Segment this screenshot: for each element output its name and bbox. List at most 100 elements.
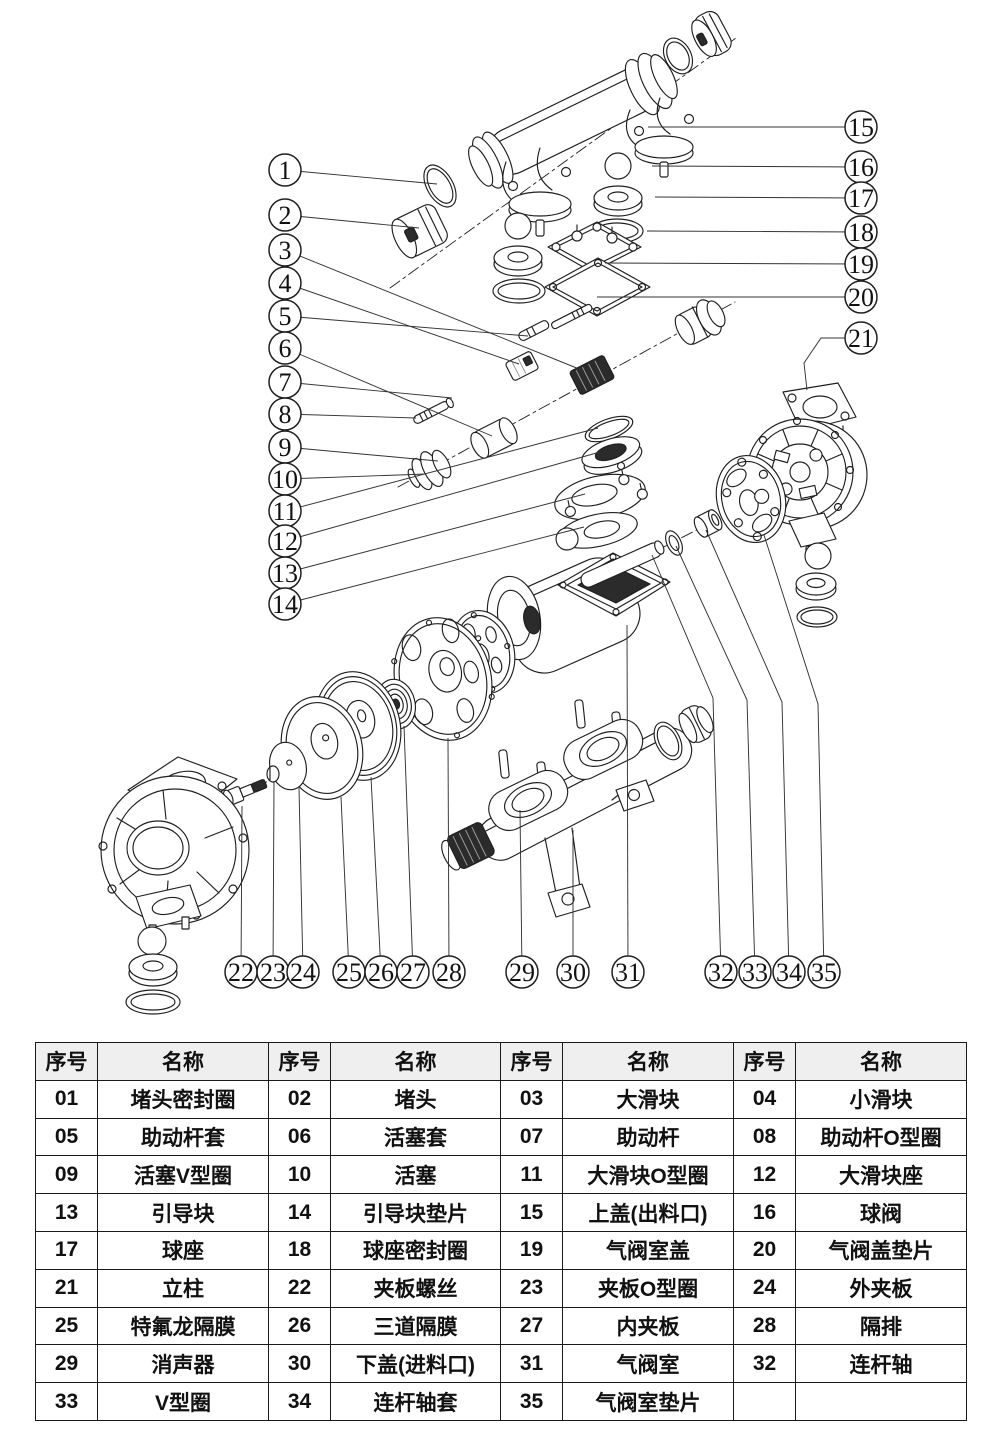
callout-32: 32 [651,554,738,989]
leader-line-35 [763,534,825,973]
callout-number: 17 [848,184,874,213]
part-number-cell: 12 [733,1155,796,1195]
part-name-cell: 引导块 [97,1193,269,1232]
ball-valve-set-bottom-left [125,926,181,1015]
callout-number: 5 [279,302,292,331]
leader-line-33 [675,545,756,973]
column-header: 序号 [733,1042,796,1081]
callout-3: 3 [268,233,585,372]
column-header: 序号 [35,1042,98,1081]
part-name-cell: 三道隔膜 [330,1306,501,1346]
part-name-cell: 大滑块O型圈 [562,1155,734,1195]
callout-15: 15 [648,110,878,144]
callout-circle-32 [704,955,738,989]
callout-circle-30 [556,955,590,989]
callout-29: 29 [505,809,539,989]
air-valve-cover-drawing [547,221,642,273]
part-name-cell: 大滑块 [562,1079,734,1119]
part-number-cell: 21 [35,1268,98,1308]
callout-11: 11 [268,427,599,528]
callout-16: 16 [651,150,878,184]
part-name-cell: 球座密封圈 [330,1230,501,1270]
callout-8: 8 [268,397,417,431]
clamp-nut-drawing [266,765,280,783]
part-number-cell: 11 [500,1155,563,1195]
table-row: 29 消声器 30 下盖(进料口) 31 气阀室 32 连杆轴 [35,1344,967,1384]
table-row: 17 球座 18 球座密封圈 19 气阀室盖 20 气阀盖垫片 [35,1230,967,1270]
callout-21: 21 [803,321,878,391]
leader-line-31 [626,624,629,973]
leader-line-34 [705,529,790,973]
callout-23: 23 [256,780,290,989]
leader-line-17 [654,196,862,199]
callout-number: 19 [848,250,874,279]
callout-circle-31 [611,955,645,989]
part-name-cell: 堵头密封圈 [97,1079,269,1119]
column-header: 序号 [268,1042,331,1081]
ball-valve-set-right [795,542,838,628]
part-name-cell: 活塞 [330,1155,501,1195]
callout-number: 8 [279,400,292,429]
table-row: 09 活塞V型圈 10 活塞 11 大滑块O型圈 12 大滑块座 [35,1155,967,1195]
part-number-cell: 23 [500,1268,563,1308]
table-row: 25 特氟龙隔膜 26 三道隔膜 27 内夹板 28 隔排 [35,1306,967,1346]
callout-number: 9 [279,433,292,462]
part-number-cell: 20 [733,1230,796,1270]
callout-33: 33 [675,545,772,989]
part-number-cell: 19 [500,1230,563,1270]
part-name-cell: 气阀室盖 [562,1230,734,1270]
callout-number: 14 [272,590,298,619]
part-number-cell: 25 [35,1306,98,1346]
callout-number: 22 [228,958,254,987]
callout-24: 24 [286,787,320,989]
callout-number: 32 [708,958,734,987]
callout-number: 24 [290,958,316,987]
part-number-cell: 34 [268,1382,331,1421]
leader-line-32 [651,554,722,973]
callout-4: 4 [268,266,520,365]
callout-13: 13 [268,493,586,590]
callout-35: 35 [763,534,841,989]
callout-circle-1 [268,153,302,187]
table-row: 21 立柱 22 夹板螺丝 23 夹板O型圈 24 外夹板 [35,1268,967,1308]
part-number-cell: 22 [268,1268,331,1308]
part-number-cell: 02 [268,1079,331,1119]
leader-line-2 [284,214,420,229]
leader-line-27 [403,725,414,973]
callout-19: 19 [604,247,878,281]
column-header: 序号 [500,1042,563,1081]
leader-line-24 [298,787,304,973]
callout-circle-3 [268,233,302,267]
callout-1: 1 [268,153,438,187]
leader-line-21 [803,337,861,391]
callout-number: 2 [279,201,292,230]
air-chamber-drawing [693,382,868,628]
part-name-cell: 下盖(进料口) [330,1344,501,1384]
callout-circle-21 [844,321,878,355]
column-header: 名称 [562,1042,734,1081]
leader-line-11 [284,427,599,512]
leader-line-28 [447,737,450,973]
part-name-cell: 活塞V型圈 [97,1155,269,1195]
callout-30: 30 [556,830,590,989]
part-name-cell: 堵头 [330,1079,501,1119]
leader-line-25 [340,796,350,973]
callout-14: 14 [268,526,585,621]
callout-number: 15 [848,113,874,142]
part-number-cell: 13 [35,1193,98,1232]
callout-27: 27 [396,725,430,989]
connecting-rod-drawing [580,540,665,588]
part-number-cell: 17 [35,1230,98,1270]
callout-2: 2 [268,198,420,232]
callout-17: 17 [654,181,878,215]
callout-number: 30 [560,958,586,987]
part-name-cell: 外夹板 [795,1268,967,1308]
part-number-cell: 31 [500,1344,563,1384]
part-name-cell: 球座 [97,1230,269,1270]
lower-manifold-drawing [441,699,714,918]
leader-line-9 [284,446,439,462]
part-name-cell: 气阀盖垫片 [795,1230,967,1270]
part-name-cell: 立柱 [97,1268,269,1308]
part-number-cell: 10 [268,1155,331,1195]
